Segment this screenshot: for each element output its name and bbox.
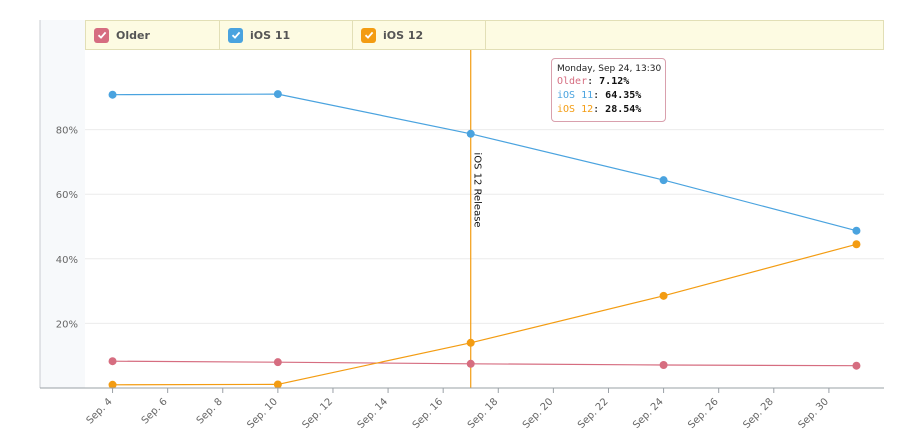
data-point-ios12[interactable] <box>852 240 861 249</box>
data-point-older[interactable] <box>852 361 861 370</box>
data-point-older[interactable] <box>466 359 475 368</box>
x-axis-ticks: Sep. 4 Sep. 6 Sep. 8 Sep. 10 Sep. 12 Sep. 14 S… <box>85 388 831 431</box>
x-tick-label: Sep. 22 <box>576 396 611 431</box>
tooltip-series-value: 7.12% <box>599 76 630 87</box>
data-point-ios11[interactable] <box>852 226 861 235</box>
tooltip-series-value: 28.54% <box>605 104 642 115</box>
x-tick-label: Sep. 18 <box>466 396 501 431</box>
data-point-older[interactable] <box>273 358 282 367</box>
x-tick-label: Sep. 14 <box>356 396 391 431</box>
tooltip-row-ios11: iOS 11: 64.35% <box>557 90 642 101</box>
x-tick-label: Sep. 24 <box>631 396 666 431</box>
legend-item-ios12[interactable]: iOS 12 <box>353 21 486 49</box>
data-point-ios12[interactable] <box>466 338 475 347</box>
x-tick-label: Sep. 10 <box>245 396 280 431</box>
checkbox-checked-icon[interactable] <box>94 27 109 43</box>
data-point-older[interactable] <box>108 357 117 366</box>
data-point-ios12[interactable] <box>108 380 117 389</box>
x-tick-label: Sep. 30 <box>796 396 831 431</box>
tooltip-title: Monday, Sep 24, 13:30 <box>557 64 662 74</box>
data-point-ios11[interactable] <box>466 129 475 138</box>
data-point-ios12[interactable] <box>659 291 668 300</box>
series-line-ios11 <box>112 93 857 232</box>
series-lines <box>108 90 861 389</box>
legend: Older iOS 11 iOS 12 <box>85 20 884 50</box>
y-tick-label: 60% <box>56 190 78 201</box>
data-point-ios11[interactable] <box>108 90 117 99</box>
gridlines <box>85 129 884 324</box>
legend-item-ios11[interactable]: iOS 11 <box>220 21 353 49</box>
checkbox-checked-icon[interactable] <box>228 27 243 43</box>
y-axis-ticks: 20% 40% 60% 80% <box>56 126 78 331</box>
x-tick-label: Sep. 6 <box>140 396 170 426</box>
data-point-older[interactable] <box>659 361 668 370</box>
release-label: iOS 12 Release <box>472 152 483 227</box>
data-point-ios11[interactable] <box>273 90 282 99</box>
release-annotation: iOS 12 Release <box>470 50 483 388</box>
tooltip: Monday, Sep 24, 13:30 Older: 7.12% iOS 1… <box>551 58 666 122</box>
x-tick-label: Sep. 8 <box>195 396 225 426</box>
x-tick-label: Sep. 26 <box>686 396 721 431</box>
y-tick-label: 80% <box>56 126 78 137</box>
y-axis-panel <box>40 20 85 388</box>
tooltip-row-older: Older: 7.12% <box>557 76 630 87</box>
x-tick-label: Sep. 4 <box>85 396 115 426</box>
data-point-ios11[interactable] <box>659 176 668 185</box>
tooltip-series-name: iOS 11 <box>557 90 594 101</box>
y-tick-label: 40% <box>56 255 78 266</box>
x-tick-label: Sep. 20 <box>521 396 556 431</box>
legend-item-older[interactable]: Older <box>86 21 220 49</box>
x-tick-label: Sep. 28 <box>741 396 776 431</box>
series-line-older <box>112 360 857 367</box>
legend-label-ios11: iOS 11 <box>250 28 291 42</box>
tooltip-series-name: iOS 12 <box>557 104 594 115</box>
tooltip-series-value: 64.35% <box>605 90 642 101</box>
checkbox-checked-icon[interactable] <box>361 27 376 43</box>
legend-label-older: Older <box>116 28 150 42</box>
y-tick-label: 20% <box>56 319 78 330</box>
tooltip-series-name: Older <box>557 76 588 87</box>
x-tick-label: Sep. 12 <box>300 396 335 431</box>
tooltip-row-ios12: iOS 12: 28.54% <box>557 104 642 115</box>
x-tick-label: Sep. 16 <box>411 396 446 431</box>
legend-label-ios12: iOS 12 <box>383 28 424 42</box>
data-point-ios12[interactable] <box>273 380 282 389</box>
